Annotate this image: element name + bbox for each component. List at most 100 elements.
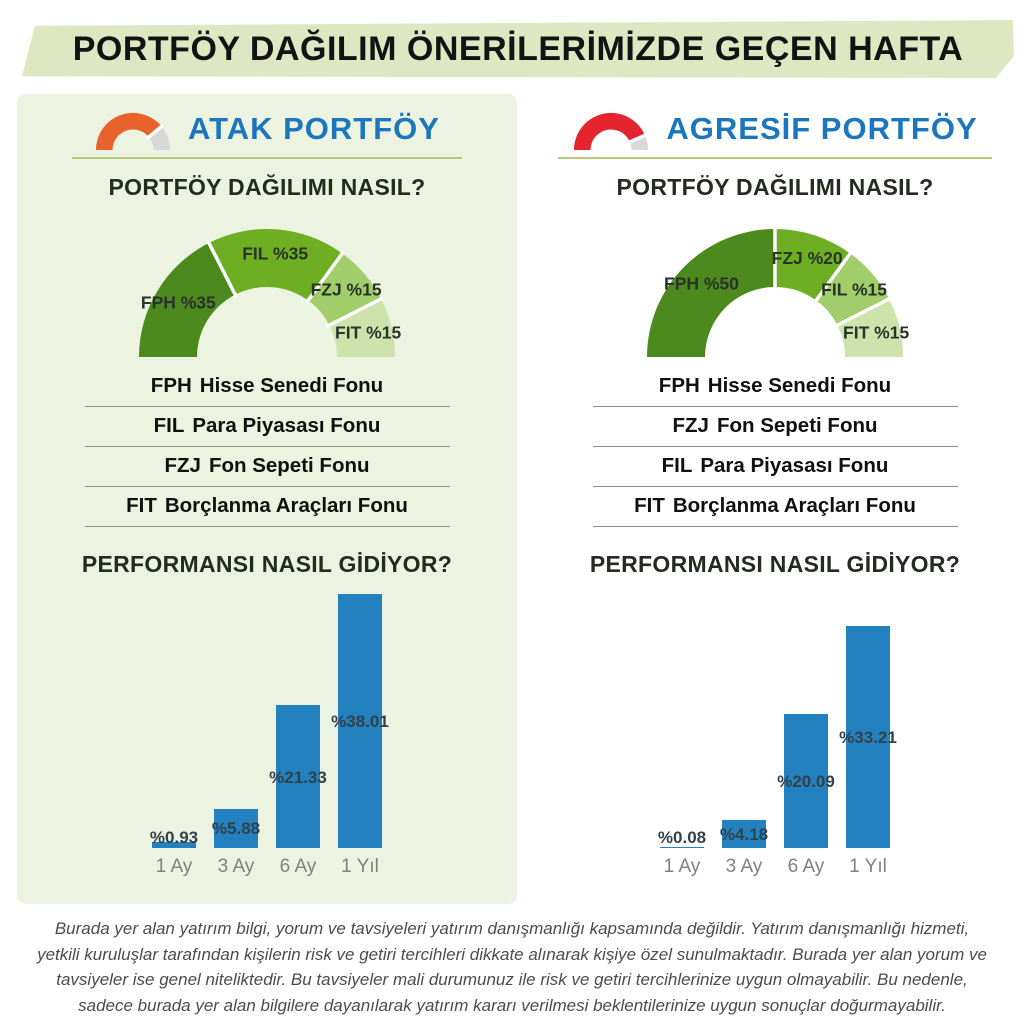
legend-code: FIT [634,494,665,517]
x-axis-labels: 1 Ay 3 Ay 6 Ay 1 Yıl [152,856,382,878]
segment-gap [325,296,384,329]
segment-gap [304,250,345,304]
donut-segment-FZJ [775,229,851,301]
legend-code: FZJ [672,414,709,437]
bar-3-ay [214,808,258,848]
panel-atak-header: ATAK PORTFÖY [17,94,517,152]
bar-value-label: %38.01 [331,712,389,731]
donut-label-FZJ: FZJ %20 [772,248,843,268]
legend-name: Fon Sepeti Fonu [716,414,878,437]
legend-row-fph: FPH Hisse Senedi Fonu [592,367,958,407]
bar-3-ay [722,820,766,848]
legend-name: Hisse Senedi Fonu [707,374,892,397]
donut-label-FIL: FIL %15 [821,279,887,299]
donut-segment-part [574,112,646,150]
agresif-distribution-heading: PORTFÖY DAĞILIMI NASIL? [616,174,934,200]
bar-value-label: %33.21 [839,728,897,748]
atak-performance-heading: PERFORMANSI NASIL GİDİYOR? [81,551,453,577]
donut-segment-part [95,112,162,150]
legend-row-fzj: FZJ Fon Sepeti Fonu [592,407,958,447]
donut-segment-FPH [647,229,775,357]
bar-1-yıl [846,626,890,848]
bar-value-label: %5.88 [211,819,261,839]
x-axis-label: 1 Ay [155,856,193,877]
bar-value-label: %0.93 [149,828,199,847]
legend-name: Fon Sepeti Fonu [208,454,370,477]
donut-label-FZJ: FZJ %15 [311,279,382,299]
x-axis-label: 6 Ay [279,856,317,877]
x-axis-label: 6 Ay [787,856,825,877]
legend-name: Para Piyasası Fonu [700,454,889,477]
donut-segment-FIT [329,298,395,357]
atak-gauge-icon [95,112,171,150]
bar-1-yıl [338,594,382,848]
panel-atak-title: ATAK PORTFÖY [188,111,440,146]
legend-row-fil: FIL Para Piyasası Fonu [592,447,958,487]
x-axis-label: 1 Yıl [341,856,379,877]
donut-label-FIT: FIT %15 [335,323,401,343]
bar-1-ay [660,847,704,848]
segment-gap [833,296,892,329]
segment-gap [206,240,239,299]
agresif-performance-heading: PERFORMANSI NASIL GİDİYOR? [589,551,961,577]
legend-code: FIL [153,414,185,437]
atak-distribution-heading: PORTFÖY DAĞILIMI NASIL? [108,174,426,200]
donut-label-FPH: FPH %50 [664,273,739,293]
legend-row-fph: FPH Hisse Senedi Fonu [84,367,450,407]
donut-segment-FIT [837,298,903,357]
donut-label-FIT: FIT %15 [843,323,909,343]
bar-value-label: %20.09 [777,771,835,791]
title-banner: PORTFÖY DAĞILIM ÖNERİLERİMİZDE GEÇEN HAF… [22,20,1014,78]
donut-segment-part [630,134,649,150]
atak-header-divider [72,157,462,159]
legend-code: FZJ [164,454,201,477]
legend-code: FPH [658,374,700,397]
bars-group: %0.08 %4.18 %20.09 %33.21 [657,626,897,848]
bar-6-ay [276,705,320,848]
x-axis-labels: 1 Ay 3 Ay 6 Ay 1 Yıl [660,856,890,878]
bar-value-label: %21.33 [269,767,327,787]
legend-name: Borçlanma Araçları Fonu [672,494,916,517]
legend-name: Borçlanma Araçları Fonu [164,494,408,517]
segment-gap [145,123,165,140]
legend-code: FIT [126,494,157,517]
donut-label-FPH: FPH %35 [141,293,216,313]
bar-6-ay [784,713,828,848]
agresif-bar-chart: %0.08 %4.18 %20.09 %33.21 1 Ay 3 Ay 6 Ay 1 Yıl [540,588,1010,888]
bars-group: %0.93 %5.88 %21.33 %38.01 [149,594,389,848]
segment-gap [812,250,853,304]
bar-value-label: %4.18 [719,825,769,845]
x-axis-label: 3 Ay [725,856,763,877]
donut-segment-FPH [139,242,236,357]
agresif-legend: FPH Hisse Senedi Fonu FZJ Fon Sepeti Fonu … [540,367,1010,527]
agresif-donut-chart: FPH %50 FZJ %20 FIL %15 FIT %15 [647,227,909,357]
legend-code: FIL [661,454,693,477]
donut-segment-part [148,125,171,150]
segment-gap [626,132,648,145]
x-axis-label: 1 Ay [663,856,701,877]
donut-label-FIL: FIL %35 [242,243,308,263]
atak-legend: FPH Hisse Senedi Fonu FIL Para Piyasası Fo… [17,367,517,527]
x-axis-label: 1 Yıl [849,856,887,877]
x-axis-label: 3 Ay [217,856,255,877]
panel-atak: ATAK PORTFÖY PORTFÖY DAĞILIMI NASIL? FPH… [17,94,517,904]
panel-agresif-title: AGRESİF PORTFÖY [666,111,978,146]
panel-agresif-header: AGRESİF PORTFÖY [540,94,1010,152]
bar-1-ay [152,841,196,848]
atak-bar-chart: %0.93 %5.88 %21.33 %38.01 1 Ay 3 Ay 6 Ay 1 Yıl [17,588,517,888]
donut-segment-FIL [208,229,343,301]
agresif-header-divider [558,157,992,159]
legend-row-fzj: FZJ Fon Sepeti Fonu [84,447,450,487]
disclaimer-text: Burada yer alan yatırım bilgi, yorum ve … [37,919,987,1015]
legend-code: FPH [150,374,192,397]
panel-agresif: AGRESİF PORTFÖY PORTFÖY DAĞILIMI NASIL? … [540,94,1010,904]
legend-row-fit: FIT Borçlanma Araçları Fonu [84,487,450,527]
bar-value-label: %0.08 [657,828,707,847]
banner-title: PORTFÖY DAĞILIM ÖNERİLERİMİZDE GEÇEN HAF… [72,29,964,68]
legend-row-fit: FIT Borçlanma Araçları Fonu [592,487,958,527]
legend-row-fil: FIL Para Piyasası Fonu [84,407,450,447]
legend-name: Para Piyasası Fonu [192,414,381,437]
legend-name: Hisse Senedi Fonu [199,374,384,397]
agresif-gauge-icon [574,112,649,150]
